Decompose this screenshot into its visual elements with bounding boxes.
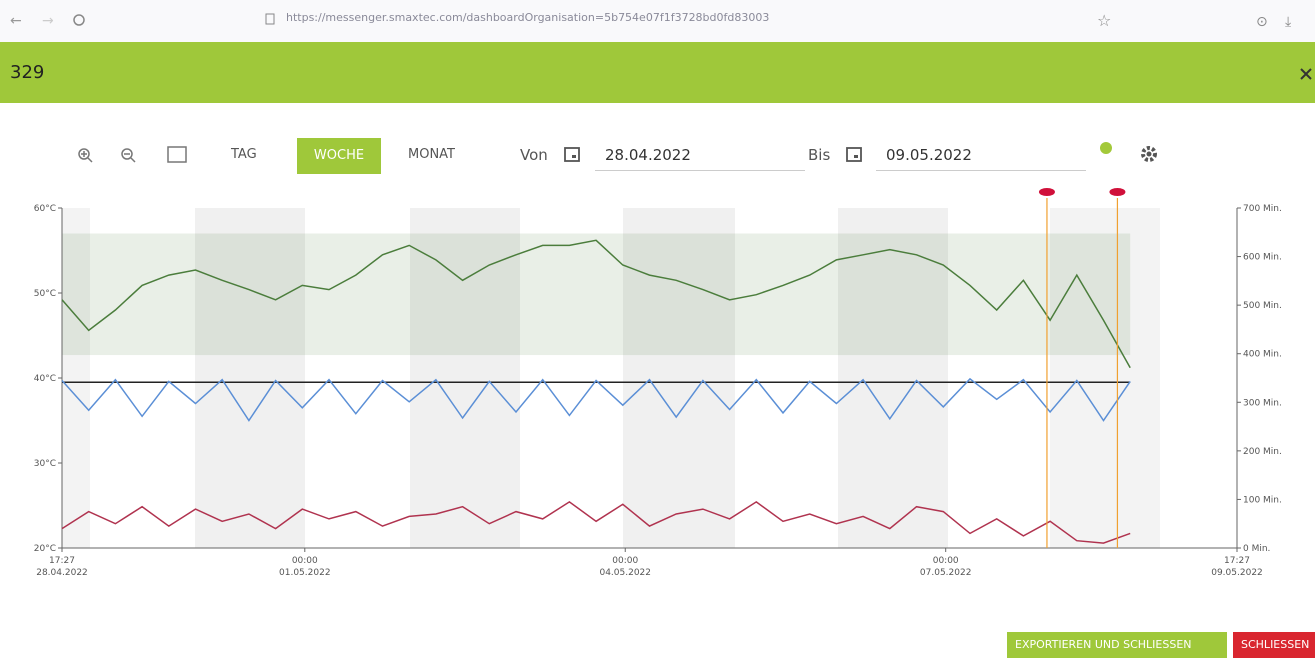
x-tick-label: 07.05.2022 xyxy=(920,568,972,578)
y2-tick-label: 600 Min. xyxy=(1243,253,1282,263)
y2-tick-label: 500 Min. xyxy=(1243,301,1282,311)
x-tick-label: 00:00 xyxy=(612,556,638,566)
y2-tick-label: 700 Min. xyxy=(1243,204,1282,214)
y2-tick-label: 400 Min. xyxy=(1243,350,1282,360)
close-button[interactable]: SCHLIESSEN xyxy=(1233,632,1315,658)
y2-tick-label: 300 Min. xyxy=(1243,398,1282,408)
y2-tick-label: 0 Min. xyxy=(1243,544,1270,554)
y2-tick-label: 100 Min. xyxy=(1243,495,1282,505)
event-icon xyxy=(1109,188,1125,196)
x-tick-label: 01.05.2022 xyxy=(279,568,331,578)
y-tick-label: 40°C xyxy=(34,374,56,384)
y2-tick-label: 200 Min. xyxy=(1243,447,1282,457)
x-tick-label: 17:27 xyxy=(1224,556,1250,566)
y-tick-label: 50°C xyxy=(34,289,56,299)
x-tick-label: 00:00 xyxy=(292,556,318,566)
event-icon xyxy=(1039,188,1055,196)
x-tick-label: 09.05.2022 xyxy=(1211,568,1263,578)
x-tick-label: 04.05.2022 xyxy=(599,568,651,578)
chart: 20°C 30°C 40°C 50°C 60°C 0 Min. 100 Min. 200 Mi… xyxy=(0,0,1315,620)
normal-band xyxy=(62,234,1130,356)
x-tick-label: 00:00 xyxy=(933,556,959,566)
y-tick-label: 20°C xyxy=(34,544,56,554)
x-tick-label: 17:27 xyxy=(49,556,75,566)
export-button[interactable]: EXPORTIEREN UND SCHLIESSEN xyxy=(1007,632,1227,658)
page: {"browser": {"url": "https://messenger.s… xyxy=(0,0,1315,658)
y-tick-label: 30°C xyxy=(34,459,56,469)
y-tick-label: 60°C xyxy=(34,204,56,214)
x-tick-label: 28.04.2022 xyxy=(36,568,88,578)
